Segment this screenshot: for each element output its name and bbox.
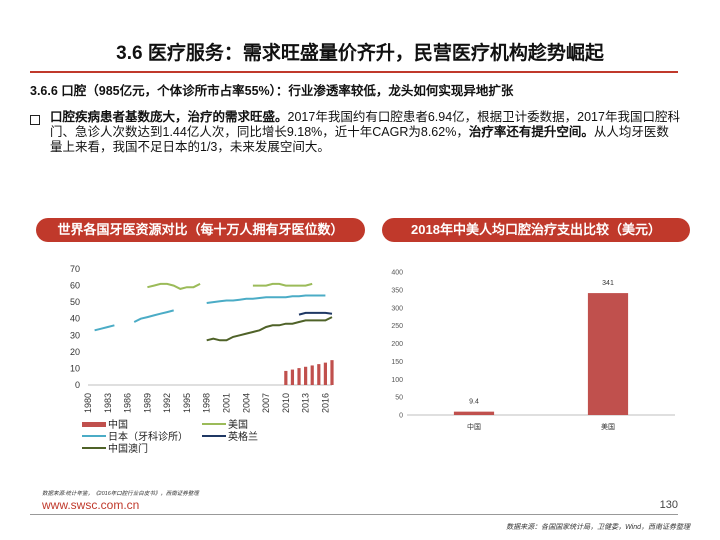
y-tick-label: 10 bbox=[70, 363, 80, 373]
page-number: 130 bbox=[659, 499, 678, 511]
right-chart-banner: 2018年中美人均口腔治疗支出比较（美元） bbox=[382, 218, 690, 242]
y-tick-label: 40 bbox=[70, 314, 80, 324]
y-tick-label: 60 bbox=[70, 281, 80, 291]
bullet-bold-phrase: 治疗率还有提升空间。 bbox=[468, 125, 594, 139]
y-tick-label: 100 bbox=[391, 377, 403, 384]
y-tick-label: 50 bbox=[395, 395, 403, 402]
series-line-2 bbox=[94, 324, 115, 332]
y-tick-label: 400 bbox=[391, 270, 403, 277]
bar-data-label: 9.4 bbox=[469, 399, 479, 406]
y-tick-label: 30 bbox=[70, 330, 80, 340]
china-dentist-bar bbox=[310, 365, 314, 385]
x-tick-label: 2010 bbox=[281, 393, 291, 413]
x-tick-label: 2016 bbox=[320, 393, 330, 413]
y-tick-label: 350 bbox=[391, 287, 403, 294]
x-tick-label: 1998 bbox=[202, 393, 212, 413]
x-tick-label: 1992 bbox=[162, 393, 172, 413]
x-tick-label: 1986 bbox=[123, 393, 133, 413]
bullet-paragraph: 口腔疾病患者基数庞大，治疗的需求旺盛。2017年我国约有口腔患者6.94亿，根据… bbox=[50, 110, 680, 155]
x-tick-label: 2004 bbox=[241, 393, 251, 413]
page-title: 3.6 医疗服务：需求旺盛量价齐升，民营医疗机构趁势崛起 bbox=[116, 43, 604, 64]
bullet-tail-text: 从人均牙医数量上来看，我国不足日本的1/3，未来发展空间大。 bbox=[50, 125, 669, 154]
legend-swatch bbox=[82, 422, 106, 427]
y-tick-label: 0 bbox=[75, 380, 80, 390]
x-tick-label: 2007 bbox=[261, 393, 271, 413]
bullet-middle-text: 2017年我国约有口腔患者6.94亿，根据卫计委数据，2017年我国口腔科门、急… bbox=[50, 110, 680, 139]
china-dentist-bar bbox=[297, 368, 301, 385]
legend-label: 中国 bbox=[108, 418, 128, 431]
y-tick-label: 250 bbox=[391, 323, 403, 330]
subsection-heading: 3.6.6 口腔（985亿元，个体诊所市占率55%）：行业渗透率较低，龙头如何实… bbox=[30, 84, 514, 98]
china-dentist-bar bbox=[290, 369, 295, 385]
spending-bar bbox=[453, 411, 495, 415]
china-dentist-bar bbox=[304, 366, 308, 385]
legend-label: 日本（牙科诊所） bbox=[108, 430, 188, 443]
left-chart-banner: 世界各国牙医资源对比（每十万人拥有牙医位数） bbox=[36, 218, 365, 242]
series-line-1 bbox=[252, 282, 313, 287]
spending-bar bbox=[587, 293, 629, 415]
bullet-lead-bold: 口腔疾病患者基数庞大，治疗的需求旺盛。 bbox=[50, 110, 288, 124]
china-dentist-bar bbox=[330, 360, 334, 385]
x-tick-label: 1983 bbox=[103, 393, 113, 413]
y-tick-label: 150 bbox=[391, 359, 403, 366]
left-source-note: 数据来源:统计年鉴，《2016年口腔行业白皮书》，西南证券整理 bbox=[42, 491, 199, 497]
legend-label: 美国 bbox=[228, 418, 248, 431]
series-line-2 bbox=[206, 294, 326, 304]
china-dentist-bar bbox=[323, 362, 328, 385]
x-tick-label: 1980 bbox=[83, 393, 93, 413]
x-tick-label: 1995 bbox=[182, 393, 192, 413]
website-link[interactable]: www.swsc.com.cn bbox=[42, 498, 140, 512]
x-tick-label: 1989 bbox=[142, 393, 152, 413]
category-label: 美国 bbox=[601, 422, 615, 431]
y-tick-label: 0 bbox=[399, 413, 403, 420]
bar-data-label: 341 bbox=[602, 280, 614, 287]
china-dentist-bar bbox=[317, 364, 321, 385]
legend-label: 中国澳门 bbox=[108, 442, 148, 455]
legend-label: 英格兰 bbox=[228, 430, 258, 443]
dentist-resource-line-chart: 0 10 20 30 40 50 60 70 1980 1983 1986 1989 1992 1995 1… bbox=[70, 264, 334, 455]
y-tick-label: 20 bbox=[70, 347, 80, 357]
oral-spending-bar-chart: 0 50 100 150 200 250 300 350 400 9.4 中国 341 美国 bbox=[391, 270, 675, 431]
y-tick-label: 200 bbox=[391, 341, 403, 348]
right-source-note: 数据来源：各国国家统计局，卫健委，Wind，西南证券整理 bbox=[506, 524, 690, 531]
y-tick-label: 300 bbox=[391, 305, 403, 312]
series-line-4 bbox=[206, 316, 333, 342]
china-dentist-bar bbox=[284, 370, 288, 385]
bullet-square-icon bbox=[30, 115, 40, 125]
series-line-3 bbox=[298, 311, 333, 316]
x-tick-label: 2001 bbox=[221, 393, 231, 413]
y-tick-label: 70 bbox=[70, 264, 80, 274]
x-tick-label: 2013 bbox=[301, 393, 311, 413]
footer-divider bbox=[30, 514, 678, 515]
series-line-1 bbox=[147, 282, 201, 290]
series-line-2 bbox=[133, 309, 174, 323]
y-tick-label: 50 bbox=[70, 297, 80, 307]
title-divider bbox=[30, 71, 678, 73]
category-label: 中国 bbox=[467, 422, 481, 431]
